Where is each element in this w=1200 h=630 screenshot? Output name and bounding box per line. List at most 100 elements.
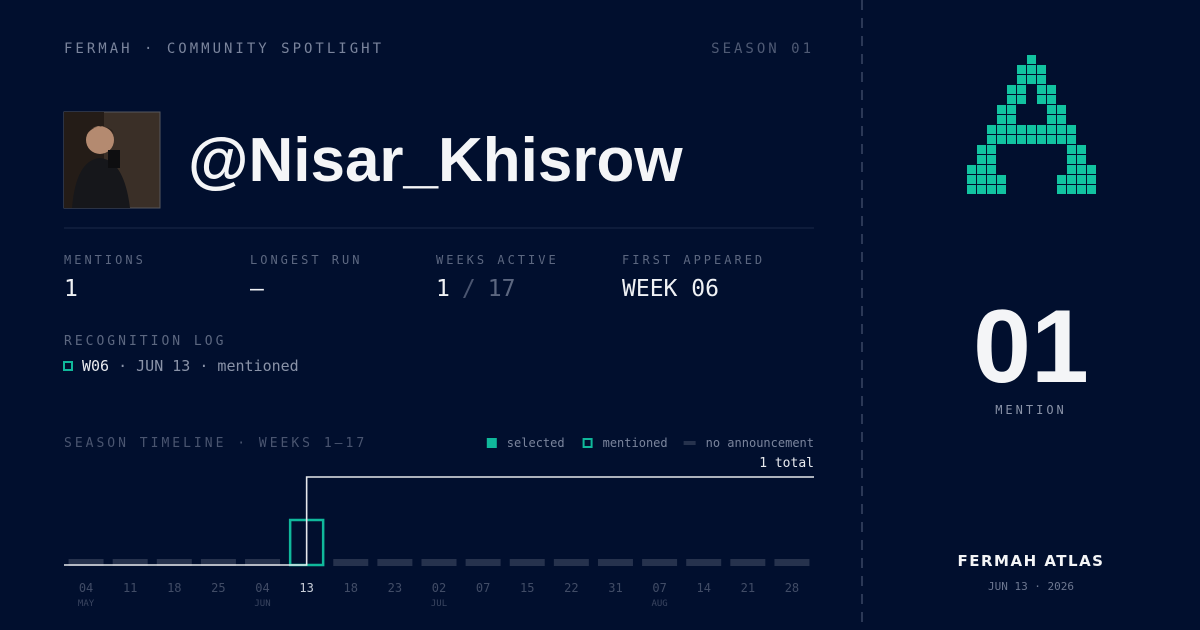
- logo-cell: [967, 185, 976, 194]
- logo-cell: [997, 105, 1006, 114]
- week-day: 23: [388, 581, 402, 595]
- logo-cell: [987, 125, 996, 134]
- text-part: 17: [488, 276, 516, 302]
- week-day: 13: [299, 581, 313, 595]
- logo-cell: [1077, 145, 1086, 154]
- count-label: MENTION: [995, 403, 1067, 417]
- week-day: 21: [741, 581, 755, 595]
- logo-cell: [977, 165, 986, 174]
- week-day: 18: [167, 581, 181, 595]
- week-day: 11: [123, 581, 137, 595]
- logo-cell: [1077, 155, 1086, 164]
- logo-cell: [1007, 125, 1016, 134]
- logo-cell: [1017, 125, 1026, 134]
- week-day: 22: [564, 581, 578, 595]
- legend-label: mentioned: [603, 436, 668, 450]
- logo-cell: [1007, 105, 1016, 114]
- stat-label: WEEKS ACTIVE: [436, 253, 559, 267]
- logo-cell: [1017, 85, 1026, 94]
- legend-swatch: [486, 438, 497, 448]
- week-empty: [421, 559, 457, 566]
- week-day: 25: [211, 581, 225, 595]
- logo-cell: [1047, 125, 1056, 134]
- logo-cell: [997, 135, 1006, 144]
- stat-label: LONGEST RUN: [250, 253, 362, 267]
- week-day: 28: [785, 581, 799, 595]
- text-part: W06: [82, 357, 109, 375]
- logo-cell: [1057, 135, 1066, 144]
- week-empty: [200, 559, 236, 566]
- logo-cell: [1007, 115, 1016, 124]
- week-empty: [597, 559, 633, 566]
- stat-label: MENTIONS: [64, 253, 146, 267]
- week-month: AUG: [651, 599, 667, 609]
- logo-cell: [1077, 185, 1086, 194]
- logo-cell: [1047, 85, 1056, 94]
- logo-cell: [1007, 85, 1016, 94]
- week-day: 18: [344, 581, 358, 595]
- logo-cell: [1027, 135, 1036, 144]
- logo-cell: [1047, 105, 1056, 114]
- logo-cell: [1017, 95, 1026, 104]
- stat-value: WEEK 06: [622, 276, 719, 302]
- week-empty: [68, 559, 104, 566]
- logo-cell: [1057, 115, 1066, 124]
- cumulative-line: [64, 476, 814, 566]
- week-empty: [156, 559, 192, 566]
- logo-cell: [1067, 155, 1076, 164]
- timeline-title: SEASON TIMELINE · WEEKS 1–17: [64, 436, 367, 451]
- avatar: [63, 111, 161, 209]
- logo-cell: [987, 175, 996, 184]
- stat-value: 1 / 17: [436, 276, 515, 302]
- week-empty: [377, 559, 413, 566]
- logo-cell: [1047, 95, 1056, 104]
- logo-cell: [1067, 125, 1076, 134]
- week-day: 04: [79, 581, 93, 595]
- logo-cell: [967, 165, 976, 174]
- text-part: · JUN 13 · mentioned: [118, 357, 299, 375]
- week-day: 14: [696, 581, 710, 595]
- logo-cell: [987, 135, 996, 144]
- logo-cell: [1037, 95, 1046, 104]
- logo-cell: [1027, 75, 1036, 84]
- logo-cell: [1007, 135, 1016, 144]
- mention-count: 01: [973, 289, 1089, 405]
- logo-cell: [1067, 135, 1076, 144]
- logo-cell: [1077, 175, 1086, 184]
- logo-cell: [1057, 175, 1066, 184]
- week-day: 07: [476, 581, 490, 595]
- logo-cell: [1017, 65, 1026, 74]
- logo-cell: [997, 175, 1006, 184]
- week-day: 04: [255, 581, 269, 595]
- logo-cell: [1057, 185, 1066, 194]
- logo-cell: [987, 165, 996, 174]
- logo-cell: [1007, 95, 1016, 104]
- logo-cell: [1057, 105, 1066, 114]
- logo-cell: [1067, 185, 1076, 194]
- week-empty: [112, 559, 148, 566]
- week-day: 07: [652, 581, 666, 595]
- logo-cell: [1087, 185, 1096, 194]
- week-day: 31: [608, 581, 622, 595]
- logo-cell: [1047, 135, 1056, 144]
- week-empty: [553, 559, 589, 566]
- logo-cell: [1087, 175, 1096, 184]
- sidebar-brand: FERMAH ATLAS: [957, 552, 1104, 570]
- logo-cell: [1017, 75, 1026, 84]
- legend-swatch: [582, 438, 593, 448]
- logo-cell: [1037, 135, 1046, 144]
- logo-cell: [1087, 165, 1096, 174]
- logo-cell: [997, 125, 1006, 134]
- logo-cell: [1057, 125, 1066, 134]
- logo-cell: [977, 185, 986, 194]
- week-month: MAY: [78, 599, 95, 609]
- week-empty: [465, 559, 501, 566]
- total-label: 1 total: [759, 456, 814, 471]
- logo-cell: [1047, 115, 1056, 124]
- logo-cell: [1017, 135, 1026, 144]
- log-title: RECOGNITION LOG: [64, 334, 226, 349]
- logo-cell: [1067, 145, 1076, 154]
- log-entry: W06 · JUN 13 · mentioned: [82, 357, 299, 375]
- handle: @Nisar_Khisrow: [188, 126, 683, 195]
- week-empty: [333, 559, 369, 566]
